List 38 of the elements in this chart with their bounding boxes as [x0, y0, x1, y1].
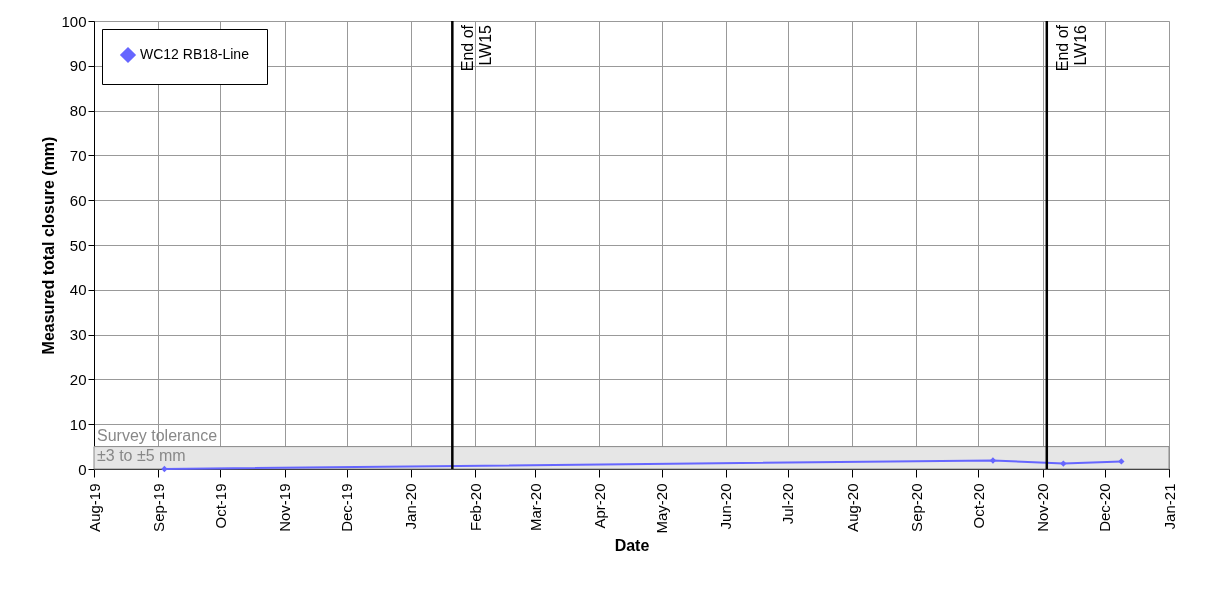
- y-axis-title: Measured total closure (mm): [40, 136, 58, 355]
- y-tick-label: 100: [61, 12, 87, 30]
- legend-label: WC12 RB18-Line: [140, 46, 250, 62]
- x-tick-label: Mar-20: [526, 483, 544, 532]
- y-tick-label: 30: [69, 326, 87, 344]
- x-tick-label: Jun-20: [717, 483, 735, 530]
- y-tick-label: 90: [69, 57, 87, 75]
- y-tick-label: 80: [69, 102, 87, 120]
- y-tick-label: 60: [69, 191, 87, 209]
- x-tick-label: Aug-20: [843, 483, 861, 532]
- point: [1060, 460, 1067, 467]
- ref-line-label: End of LW15: [459, 24, 495, 72]
- x-tick-label: Nov-20: [1034, 483, 1052, 532]
- y-tick-label: 20: [69, 370, 87, 388]
- x-tick-label: Sep-20: [907, 483, 925, 532]
- y-tick-label: 10: [69, 415, 87, 433]
- y-tick-label: 50: [69, 236, 87, 254]
- point: [1118, 458, 1125, 465]
- y-tick-label: 40: [69, 281, 87, 299]
- point: [161, 465, 168, 473]
- x-tick-label: Oct-19: [211, 483, 229, 529]
- point: [989, 457, 997, 464]
- ref-line-label: End of LW16: [1053, 24, 1089, 72]
- y-tick-label: 0: [78, 460, 87, 478]
- x-tick-label: May-20: [653, 483, 671, 534]
- x-tick-label: Feb-20: [466, 483, 484, 532]
- y-tick-label: 70: [69, 146, 87, 164]
- x-tick-label: Aug-19: [85, 483, 103, 532]
- x-tick-label: Jan-21: [1160, 483, 1178, 530]
- x-tick-label: Dec-20: [1096, 483, 1114, 532]
- x-tick-label: Jan-20: [402, 483, 420, 530]
- x-tick-label: Apr-20: [590, 483, 608, 529]
- x-tick-label: Jul-20: [779, 483, 797, 525]
- x-tick-label: Nov-19: [276, 483, 294, 532]
- x-tick-label: Dec-19: [338, 483, 356, 532]
- x-tick-label: Oct-20: [969, 483, 987, 529]
- x-axis-title: Date: [614, 536, 650, 554]
- x-tick-label: Sep-19: [149, 483, 167, 532]
